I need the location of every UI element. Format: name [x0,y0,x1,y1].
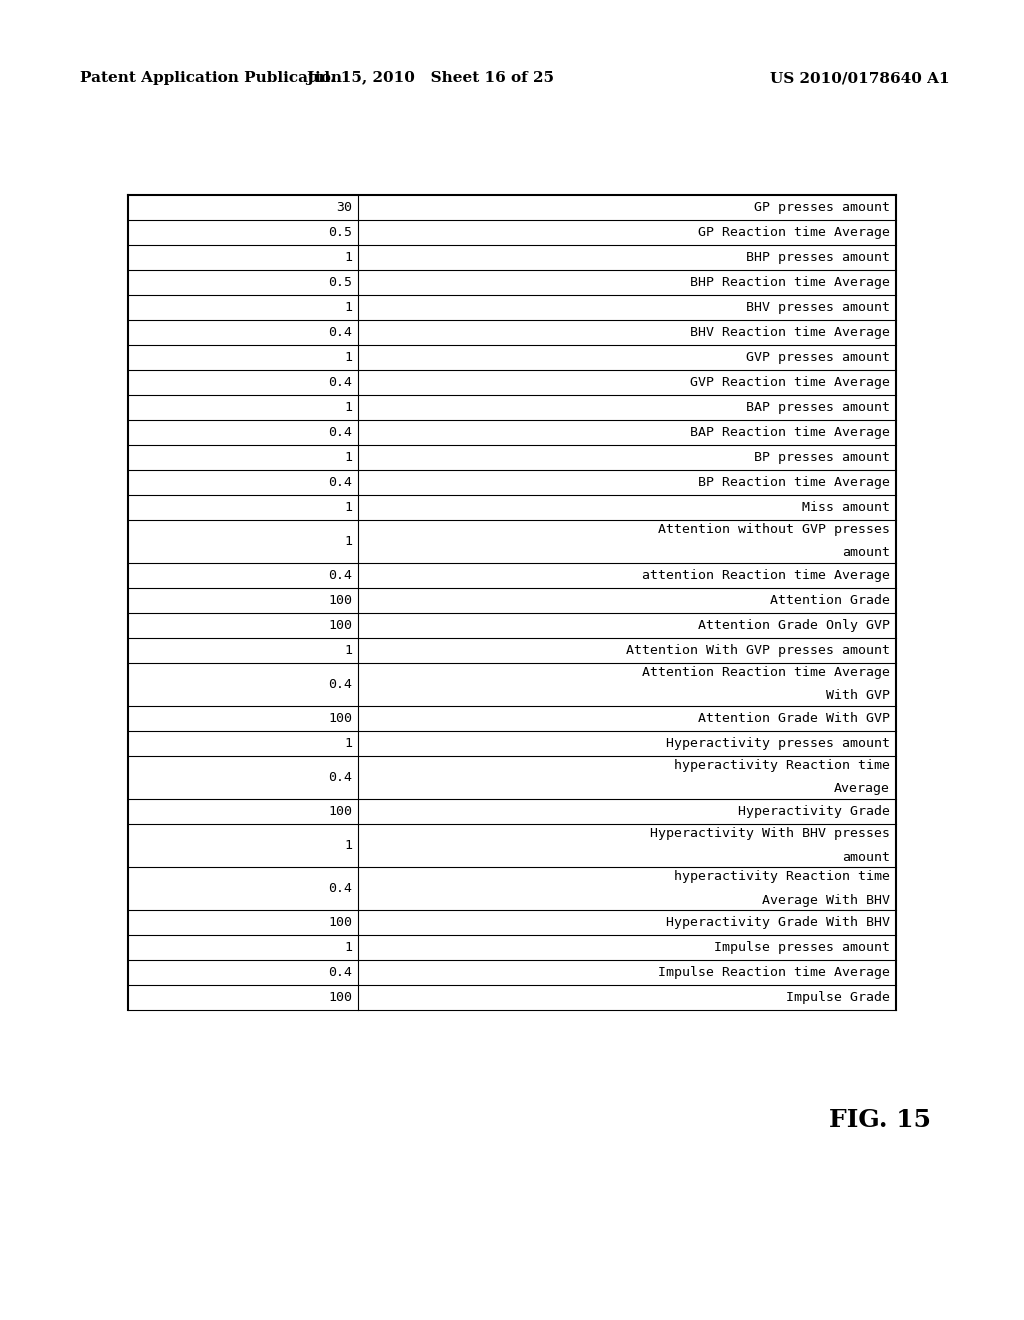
Text: hyperactivity Reaction time: hyperactivity Reaction time [674,759,890,772]
Text: 100: 100 [329,594,352,607]
Text: BHV presses amount: BHV presses amount [746,301,890,314]
Text: 0.5: 0.5 [329,226,352,239]
Text: 100: 100 [329,805,352,818]
Text: attention Reaction time Average: attention Reaction time Average [642,569,890,582]
Text: BHP Reaction time Average: BHP Reaction time Average [690,276,890,289]
Text: FIG. 15: FIG. 15 [829,1107,931,1133]
Text: 30: 30 [337,201,352,214]
Text: 1: 1 [344,941,352,954]
Text: Impulse Reaction time Average: Impulse Reaction time Average [658,966,890,979]
Text: 1: 1 [344,251,352,264]
Text: BAP presses amount: BAP presses amount [746,401,890,413]
Text: GVP Reaction time Average: GVP Reaction time Average [690,376,890,389]
Text: 0.4: 0.4 [329,426,352,438]
Text: Attention Grade: Attention Grade [770,594,890,607]
Text: 100: 100 [329,711,352,725]
Text: 1: 1 [344,644,352,656]
Text: GP presses amount: GP presses amount [754,201,890,214]
Text: 100: 100 [329,916,352,929]
Text: Attention With GVP presses amount: Attention With GVP presses amount [626,644,890,656]
Text: Average With BHV: Average With BHV [762,894,890,907]
Text: 0.5: 0.5 [329,276,352,289]
Text: Attention Reaction time Average: Attention Reaction time Average [642,667,890,678]
Text: amount: amount [842,546,890,560]
Text: 1: 1 [344,737,352,750]
Text: 0.4: 0.4 [329,677,352,690]
Text: US 2010/0178640 A1: US 2010/0178640 A1 [770,71,950,84]
Text: 0.4: 0.4 [329,569,352,582]
Text: hyperactivity Reaction time: hyperactivity Reaction time [674,870,890,883]
Text: BP presses amount: BP presses amount [754,450,890,463]
Text: With GVP: With GVP [826,689,890,702]
Text: Attention without GVP presses: Attention without GVP presses [658,523,890,536]
Text: 100: 100 [329,619,352,632]
Text: Jul. 15, 2010   Sheet 16 of 25: Jul. 15, 2010 Sheet 16 of 25 [306,71,554,84]
Text: Impulse presses amount: Impulse presses amount [714,941,890,954]
Text: GP Reaction time Average: GP Reaction time Average [698,226,890,239]
Text: GVP presses amount: GVP presses amount [746,351,890,364]
Text: 0.4: 0.4 [329,966,352,979]
Text: 1: 1 [344,401,352,413]
Text: 1: 1 [344,450,352,463]
Text: Miss amount: Miss amount [802,500,890,513]
Text: 0.4: 0.4 [329,326,352,339]
Text: BHV Reaction time Average: BHV Reaction time Average [690,326,890,339]
Text: Impulse Grade: Impulse Grade [786,991,890,1005]
Text: 0.4: 0.4 [329,771,352,784]
Text: 1: 1 [344,301,352,314]
Text: BHP presses amount: BHP presses amount [746,251,890,264]
Text: amount: amount [842,850,890,863]
Text: Attention Grade Only GVP: Attention Grade Only GVP [698,619,890,632]
Text: 100: 100 [329,991,352,1005]
Text: 1: 1 [344,500,352,513]
Text: Hyperactivity presses amount: Hyperactivity presses amount [666,737,890,750]
Text: Attention Grade With GVP: Attention Grade With GVP [698,711,890,725]
Text: Average: Average [834,783,890,796]
Text: Hyperactivity Grade: Hyperactivity Grade [738,805,890,818]
Text: 0.4: 0.4 [329,376,352,389]
Text: 0.4: 0.4 [329,882,352,895]
Text: BP Reaction time Average: BP Reaction time Average [698,475,890,488]
Text: BAP Reaction time Average: BAP Reaction time Average [690,426,890,438]
Text: 1: 1 [344,535,352,548]
Text: 1: 1 [344,840,352,851]
Text: Hyperactivity With BHV presses: Hyperactivity With BHV presses [650,828,890,841]
Text: 1: 1 [344,351,352,364]
Text: Patent Application Publication: Patent Application Publication [80,71,342,84]
Text: 0.4: 0.4 [329,475,352,488]
Text: Hyperactivity Grade With BHV: Hyperactivity Grade With BHV [666,916,890,929]
